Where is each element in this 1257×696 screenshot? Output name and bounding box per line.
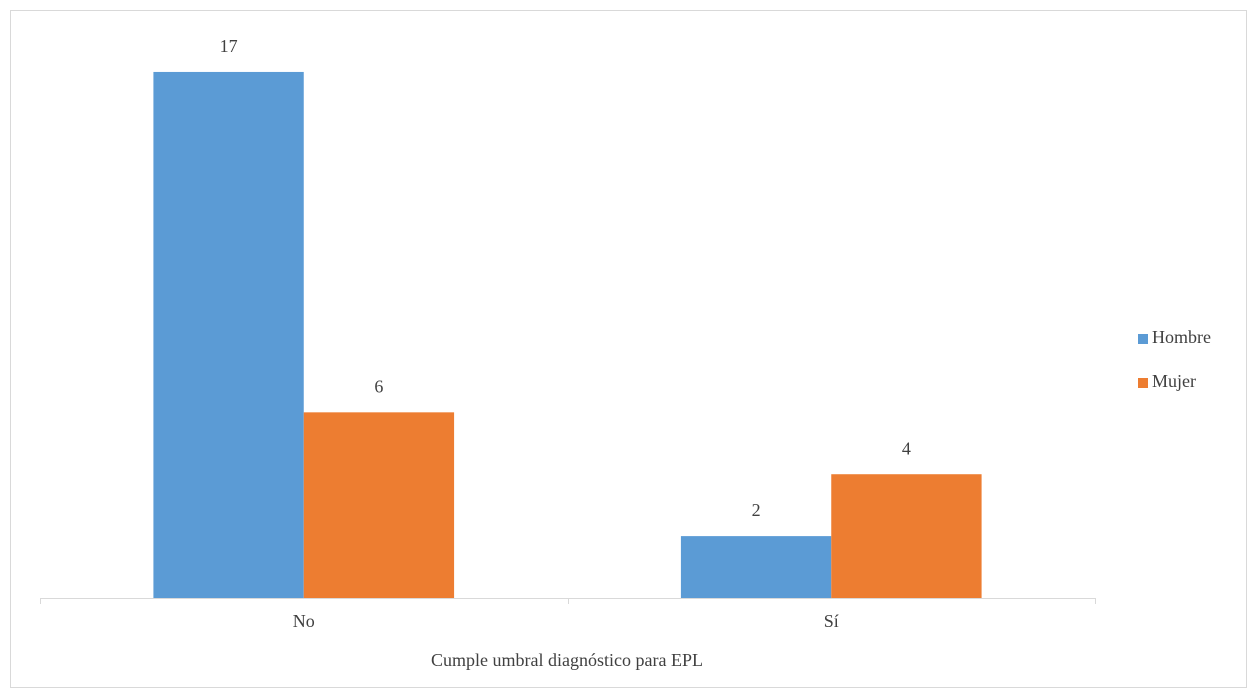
x-tick-label: No xyxy=(293,611,315,631)
bar xyxy=(153,71,304,598)
legend-swatch xyxy=(1138,334,1148,344)
x-tick-label: Sí xyxy=(824,611,839,631)
data-label: 17 xyxy=(220,36,238,56)
bar xyxy=(831,474,982,598)
legend-label: Hombre xyxy=(1152,327,1211,347)
data-label: 6 xyxy=(374,376,383,396)
x-axis-title: Cumple umbral diagnóstico para EPL xyxy=(431,650,703,670)
data-label: 2 xyxy=(752,500,761,520)
bar xyxy=(680,536,832,598)
data-label: 4 xyxy=(902,438,911,458)
legend-label: Mujer xyxy=(1152,371,1196,391)
legend-swatch xyxy=(1138,378,1148,388)
bar xyxy=(303,412,455,598)
